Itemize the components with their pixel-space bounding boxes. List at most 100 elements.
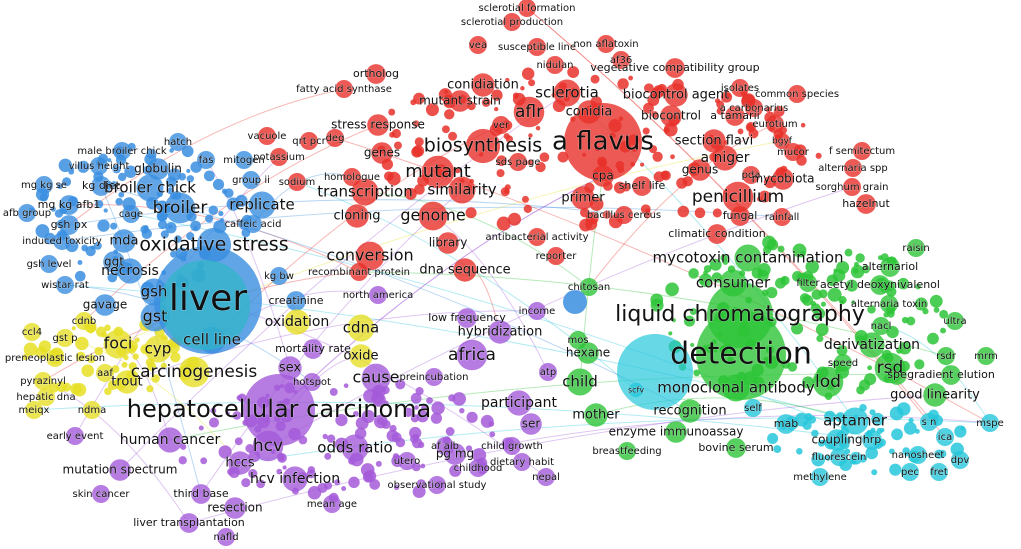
node-label: sclerotia <box>535 84 599 102</box>
node-label: ica <box>938 432 952 443</box>
link <box>278 175 604 411</box>
node-bubble <box>859 332 885 358</box>
node-label: hepatic dna <box>16 392 75 403</box>
node-label: low frequency <box>428 311 506 324</box>
node-bubble <box>350 263 368 281</box>
node-bubble <box>867 305 876 314</box>
node-bubble <box>203 170 215 182</box>
node-label: a flavus <box>552 127 654 157</box>
node-label: similarity <box>427 181 496 199</box>
node-bubble <box>369 286 387 304</box>
node-bubble <box>235 151 253 169</box>
node-bubble <box>826 429 848 451</box>
node-bubble <box>118 172 127 182</box>
node-bubble <box>592 165 614 187</box>
node-label: globulin <box>134 162 182 176</box>
link <box>278 175 604 411</box>
node-bubble <box>682 176 693 187</box>
node-bubble <box>951 451 969 469</box>
node-bubble <box>734 244 762 272</box>
node-bubble <box>388 108 396 116</box>
node-bubble <box>791 322 804 335</box>
node-bubble <box>807 415 817 424</box>
node-bubble <box>326 129 344 147</box>
node-label: resection <box>207 501 262 515</box>
node-label: transcription <box>317 183 412 201</box>
node-label: ndma <box>78 405 107 416</box>
node-bubble <box>421 155 455 189</box>
node-bubble <box>391 432 402 443</box>
node-label: aaf <box>97 368 113 379</box>
node-label: creatinine <box>269 294 324 307</box>
node-bubble <box>557 151 569 163</box>
node-label: ultra <box>943 316 966 327</box>
node-label: hepatocellular carcinoma <box>127 395 431 423</box>
node-label: gradient elution <box>907 368 995 381</box>
node-label: nepal <box>532 472 560 483</box>
node-bubble <box>198 425 204 431</box>
node-bubble <box>937 347 955 365</box>
node-bubble <box>745 122 757 133</box>
node-bubble <box>115 197 123 206</box>
node-bubble <box>112 229 136 253</box>
node-bubble <box>902 447 910 455</box>
node-bubble <box>767 432 779 445</box>
node-label: rsdr <box>936 351 957 362</box>
node-bubble <box>940 327 947 334</box>
node-bubble <box>288 173 306 191</box>
node-bubble <box>481 98 491 107</box>
node-label: vea <box>469 40 487 51</box>
node-label: pyrazinyl <box>20 376 66 387</box>
node-label: hccs <box>225 456 255 471</box>
node-bubble <box>186 175 195 183</box>
node-bubble <box>18 204 36 222</box>
node-bubble <box>856 194 876 214</box>
link <box>364 191 590 288</box>
node-label: dna sequence <box>419 263 510 278</box>
node-bubble <box>307 486 322 500</box>
node-bubble <box>880 257 900 277</box>
node-label: eurotium <box>752 119 797 130</box>
node-bubble <box>796 448 803 455</box>
node-bubble <box>208 205 219 216</box>
node-bubble <box>816 334 824 343</box>
node-bubble <box>503 437 521 455</box>
node-bubble <box>444 443 466 465</box>
node-label: aptamer <box>823 412 888 430</box>
node-bubble <box>547 247 565 265</box>
node-bubble <box>491 89 503 101</box>
link <box>33 401 873 441</box>
node-label: dpv <box>951 455 970 466</box>
node-label: gst p <box>52 333 77 344</box>
node-bubble <box>651 111 659 119</box>
node-bubble <box>880 295 898 313</box>
node-bubble <box>367 114 389 136</box>
node-bubble <box>810 300 817 307</box>
node-label: participant <box>481 395 558 411</box>
node-label: kg diet <box>82 179 121 192</box>
node-bubble <box>472 448 487 463</box>
node-bubble <box>122 205 140 223</box>
node-bubble <box>657 83 667 94</box>
node-bubble <box>689 159 711 181</box>
node-bubble <box>245 444 255 453</box>
node-bubble <box>157 220 168 230</box>
node-bubble <box>124 165 137 179</box>
link <box>130 213 873 441</box>
node-label: cdna <box>343 319 379 337</box>
node-label: liquid chromatography <box>615 302 865 327</box>
node-bubble <box>889 463 902 476</box>
node-bubble <box>334 479 341 486</box>
node-bubble <box>404 187 417 200</box>
node-bubble <box>864 373 877 386</box>
node-label: breastfeeding <box>592 446 661 457</box>
node-bubble <box>57 183 64 190</box>
node-bubble <box>375 460 382 467</box>
node-label: sorghum grain <box>816 182 889 193</box>
node-bubble <box>241 478 251 488</box>
node-bubble <box>92 485 110 503</box>
node-label: homologue <box>324 172 380 183</box>
node-label: spe <box>887 368 907 381</box>
node-label: utero <box>394 456 420 467</box>
node-bubble <box>389 131 396 138</box>
